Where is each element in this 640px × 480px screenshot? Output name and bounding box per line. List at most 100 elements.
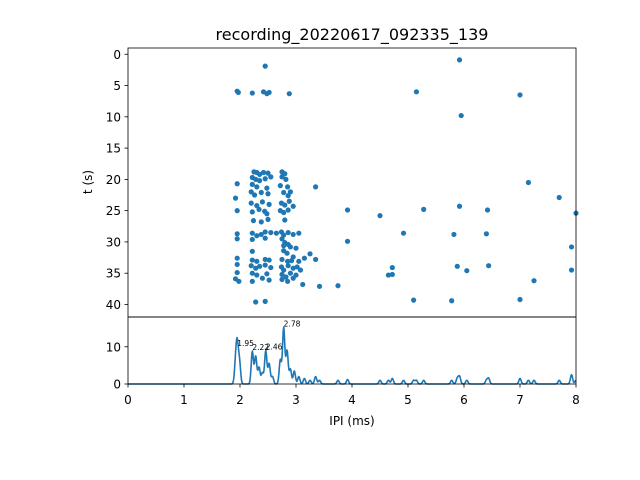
scatter-point — [250, 218, 257, 224]
scatter-y-tick-label: 35 — [106, 267, 121, 281]
scatter-point — [266, 89, 272, 96]
histogram-x-tick-label: 5 — [404, 393, 412, 407]
scatter-point — [234, 181, 240, 187]
scatter-point — [249, 248, 255, 254]
scatter-y-tick-label: 20 — [106, 173, 121, 187]
scatter-point — [234, 261, 240, 268]
scatter-point — [301, 255, 307, 261]
scatter-y-tick-label: 40 — [106, 298, 121, 312]
scatter-point — [262, 235, 268, 241]
histogram-x-tick-label: 0 — [124, 393, 132, 407]
scatter-point — [262, 63, 268, 69]
scatter-point — [262, 256, 268, 263]
scatter-point — [449, 298, 455, 304]
scatter-point — [253, 265, 259, 271]
scatter-point — [335, 283, 341, 289]
scatter-point — [531, 278, 537, 284]
scatter-point — [279, 236, 285, 242]
scatter-point — [464, 268, 470, 274]
scatter-point — [456, 203, 463, 209]
scatter-point — [568, 244, 575, 250]
scatter-point — [285, 193, 291, 199]
scatter-point — [257, 263, 263, 269]
scatter-point — [296, 230, 302, 236]
scatter-point — [249, 236, 255, 243]
scatter-y-tick-label: 25 — [106, 204, 121, 218]
scatter-point — [282, 202, 288, 208]
histogram-y-ticks: 0 10 — [106, 340, 128, 392]
scatter-point — [286, 91, 292, 97]
scatter-y-tick-label: 0 — [113, 48, 121, 62]
scatter-point — [290, 275, 296, 281]
scatter-y-tick-label: 15 — [106, 142, 121, 156]
scatter-point — [264, 185, 270, 191]
scatter-point — [232, 195, 239, 201]
scatter-point — [266, 257, 272, 263]
scatter-point — [385, 272, 391, 278]
scatter-point — [235, 89, 241, 96]
peak-annotation: 2.22 — [252, 343, 269, 352]
scatter-point — [313, 256, 319, 263]
histogram-frame — [127, 316, 577, 385]
scatter-point — [260, 169, 267, 176]
scatter-point — [389, 271, 395, 278]
histogram-x-tick-label: 2 — [236, 393, 244, 407]
scatter-point — [300, 281, 306, 288]
scatter-point — [285, 258, 291, 264]
scatter-point — [249, 90, 255, 96]
scatter-point — [234, 236, 240, 242]
histogram-x-ticks: 0 1 2 3 4 5 6 7 8 — [124, 384, 580, 407]
scatter-point — [258, 231, 264, 238]
scatter-point — [249, 257, 255, 263]
scatter-point — [248, 200, 254, 206]
scatter-point — [249, 230, 255, 236]
scatter-point — [264, 211, 270, 217]
scatter-point — [281, 189, 287, 196]
scatter-point — [265, 216, 271, 223]
scatter-point — [248, 263, 254, 269]
scatter-point — [285, 184, 291, 190]
peak-annotation: 2.46 — [266, 343, 283, 352]
scatter-point — [281, 267, 287, 273]
scatter-point — [286, 198, 292, 204]
scatter-point — [234, 231, 240, 237]
scatter-point — [234, 208, 240, 214]
scatter-point — [234, 255, 240, 261]
scatter-y-tick-label: 30 — [106, 235, 121, 249]
scatter-y-tick-label: 5 — [113, 79, 121, 93]
scatter-point — [290, 265, 296, 271]
scatter-point — [283, 176, 289, 182]
scatter-point — [525, 179, 532, 186]
scatter-point — [259, 199, 265, 205]
scatter-point — [268, 174, 274, 180]
scatter-point — [421, 206, 427, 212]
scatter-point — [258, 219, 264, 225]
scatter-point — [556, 194, 562, 201]
scatter-point — [279, 271, 285, 278]
scatter-point — [268, 264, 274, 271]
scatter-point — [293, 245, 299, 251]
scatter-point — [282, 217, 288, 223]
scatter-point — [344, 238, 351, 244]
scatter-point — [254, 203, 260, 209]
scatter-point — [251, 192, 258, 198]
scatter-point — [265, 191, 271, 197]
scatter-point — [413, 89, 419, 95]
scatter-point — [253, 176, 259, 182]
scatter-point — [284, 250, 290, 256]
scatter-point — [254, 184, 260, 190]
scatter-point — [257, 178, 263, 184]
scatter-point — [411, 297, 417, 303]
peak-annotation: 1.95 — [237, 339, 254, 348]
scatter-point — [236, 278, 242, 284]
scatter-point — [248, 189, 254, 195]
scatter-point — [254, 272, 260, 278]
histogram-x-label: IPI (ms) — [329, 414, 374, 428]
scatter-point — [262, 262, 268, 268]
scatter-point — [258, 189, 264, 196]
scatter-point — [259, 275, 265, 281]
scatter-point — [266, 277, 272, 283]
scatter-point — [262, 298, 268, 304]
scatter-point — [517, 92, 523, 98]
scatter-point — [281, 243, 287, 249]
